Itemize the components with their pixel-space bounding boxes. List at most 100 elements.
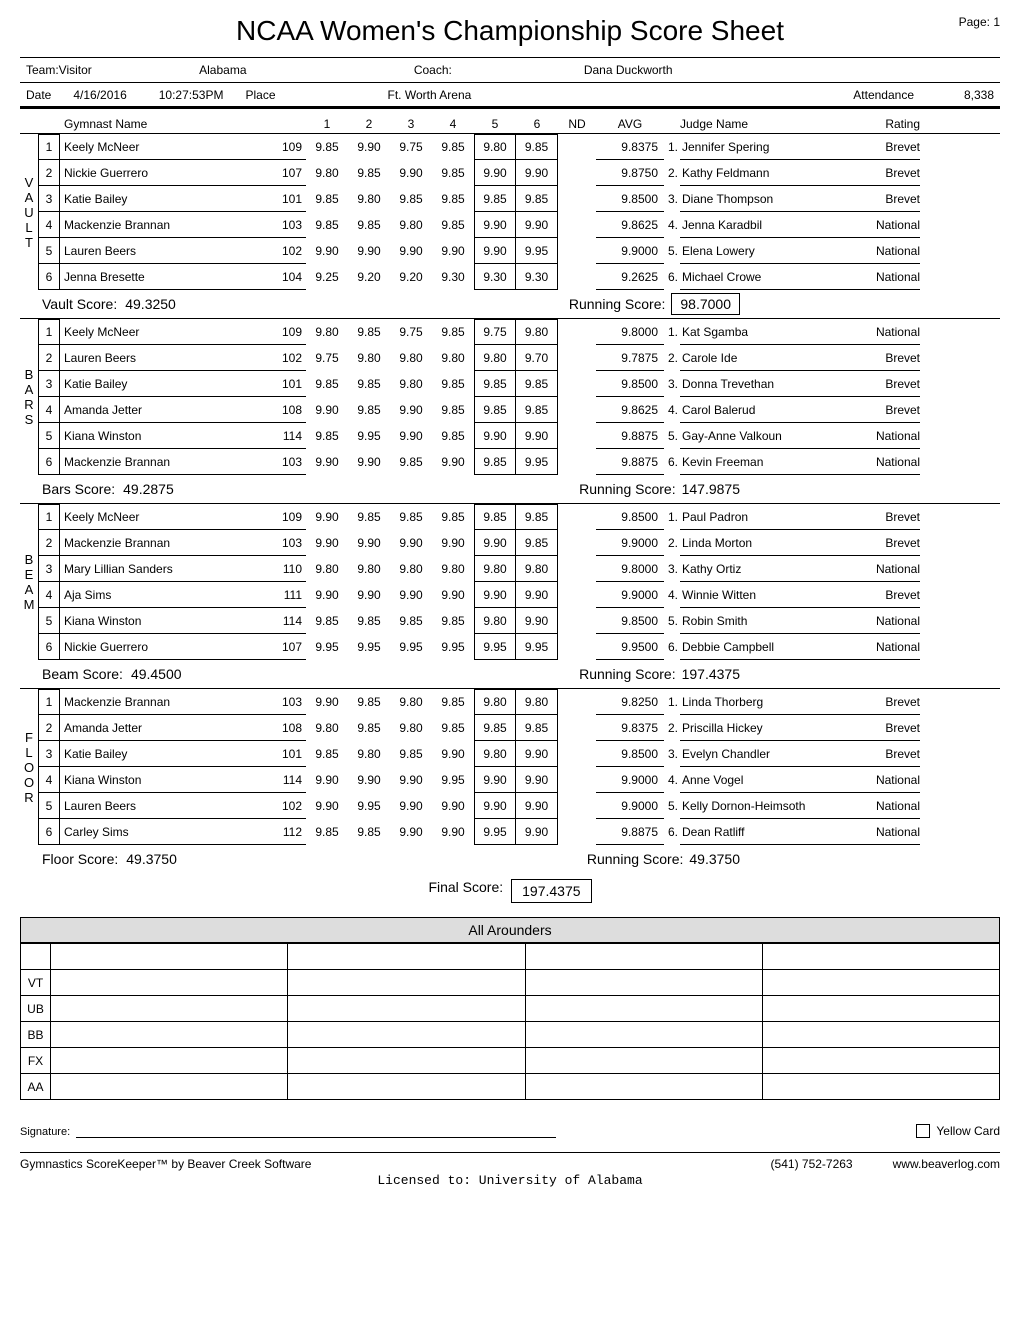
venue: Ft. Worth Arena xyxy=(382,88,478,102)
gymnast-bib: 102 xyxy=(260,345,306,371)
gymnast-name: Amanda Jetter xyxy=(60,397,260,423)
judge-name: Gay-Anne Valkoun xyxy=(680,423,840,449)
score-5: 9.80 xyxy=(474,689,516,715)
row-number: 4 xyxy=(38,212,60,238)
gymnast-row: 5 Kiana Winston 114 9.85 9.85 9.85 9.85 … xyxy=(38,608,1000,634)
yellow-card-checkbox[interactable] xyxy=(916,1124,930,1138)
gymnast-row: 3 Katie Bailey 101 9.85 9.80 9.85 9.90 9… xyxy=(38,741,1000,767)
score-5: 9.90 xyxy=(474,767,516,793)
score-2: 9.20 xyxy=(348,264,390,290)
event-block-beam: BEAM 1 Keely McNeer 109 9.90 9.85 9.85 9… xyxy=(20,503,1000,660)
aa-row: VT xyxy=(21,970,1000,996)
score-5: 9.80 xyxy=(474,741,516,767)
judge-name: Evelyn Chandler xyxy=(680,741,840,767)
score-nd xyxy=(558,608,596,634)
score-6: 9.85 xyxy=(516,715,558,741)
col-5: 5 xyxy=(474,117,516,131)
row-number: 2 xyxy=(38,160,60,186)
signature-line[interactable] xyxy=(76,1124,556,1138)
gymnast-bib: 112 xyxy=(260,819,306,845)
score-4: 9.85 xyxy=(432,319,474,345)
gymnast-row: 4 Mackenzie Brannan 103 9.85 9.85 9.80 9… xyxy=(38,212,1000,238)
row-number: 2 xyxy=(38,345,60,371)
score-1: 9.80 xyxy=(306,160,348,186)
score-2: 9.95 xyxy=(348,793,390,819)
gymnast-row: 5 Kiana Winston 114 9.85 9.95 9.90 9.85 … xyxy=(38,423,1000,449)
judge-rating: Brevet xyxy=(840,741,920,767)
score-2: 9.85 xyxy=(348,504,390,530)
gymnast-bib: 104 xyxy=(260,264,306,290)
score-1: 9.85 xyxy=(306,134,348,160)
aa-row-label: VT xyxy=(21,970,51,996)
score-6: 9.90 xyxy=(516,741,558,767)
score-6: 9.95 xyxy=(516,449,558,475)
gymnast-bib: 101 xyxy=(260,371,306,397)
judge-number: 6. xyxy=(664,264,680,290)
score-4: 9.85 xyxy=(432,160,474,186)
row-number: 1 xyxy=(38,319,60,345)
judge-number: 4. xyxy=(664,767,680,793)
score-avg: 9.8875 xyxy=(596,819,664,845)
date-value: 4/16/2016 xyxy=(67,88,132,102)
judge-number: 2. xyxy=(664,345,680,371)
running-score-value: 147.9875 xyxy=(682,481,740,497)
gymnast-name: Kiana Winston xyxy=(60,608,260,634)
score-nd xyxy=(558,238,596,264)
gymnast-bib: 107 xyxy=(260,634,306,660)
gymnast-row: 4 Aja Sims 111 9.90 9.90 9.90 9.90 9.90 … xyxy=(38,582,1000,608)
col-2: 2 xyxy=(348,117,390,131)
aa-row: BB xyxy=(21,1022,1000,1048)
score-6: 9.90 xyxy=(516,582,558,608)
score-5: 9.90 xyxy=(474,160,516,186)
score-6: 9.90 xyxy=(516,767,558,793)
column-headers: Gymnast Name 1 2 3 4 5 6 ND AVG Judge Na… xyxy=(20,109,1000,133)
gymnast-row: 2 Nickie Guerrero 107 9.80 9.85 9.90 9.8… xyxy=(38,160,1000,186)
judge-name: Carole Ide xyxy=(680,345,840,371)
score-4: 9.85 xyxy=(432,423,474,449)
team-name: Alabama xyxy=(98,63,348,77)
score-5: 9.90 xyxy=(474,423,516,449)
all-arounders-table: VTUBBBFXAA xyxy=(20,943,1000,1100)
gymnast-bib: 102 xyxy=(260,238,306,264)
row-number: 5 xyxy=(38,238,60,264)
score-nd xyxy=(558,160,596,186)
gymnast-name: Mary Lillian Sanders xyxy=(60,556,260,582)
score-2: 9.90 xyxy=(348,530,390,556)
row-number: 3 xyxy=(38,741,60,767)
judge-name: Jennifer Spering xyxy=(680,134,840,160)
gymnast-row: 6 Mackenzie Brannan 103 9.90 9.90 9.85 9… xyxy=(38,449,1000,475)
score-5: 9.80 xyxy=(474,556,516,582)
gymnast-name: Keely McNeer xyxy=(60,134,260,160)
score-2: 9.80 xyxy=(348,186,390,212)
row-number: 1 xyxy=(38,134,60,160)
score-nd xyxy=(558,715,596,741)
judge-rating: National xyxy=(840,449,920,475)
col-nd: ND xyxy=(558,117,596,131)
score-3: 9.80 xyxy=(390,371,432,397)
judge-rating: National xyxy=(840,264,920,290)
score-nd xyxy=(558,556,596,582)
footer-site: www.beaverlog.com xyxy=(893,1157,1000,1171)
judge-rating: National xyxy=(840,819,920,845)
score-3: 9.80 xyxy=(390,689,432,715)
score-5: 9.90 xyxy=(474,582,516,608)
event-score-value: 49.4500 xyxy=(131,666,182,682)
running-score-value: 197.4375 xyxy=(682,666,740,682)
score-5: 9.90 xyxy=(474,212,516,238)
judge-number: 5. xyxy=(664,423,680,449)
judge-name: Linda Morton xyxy=(680,530,840,556)
score-nd xyxy=(558,345,596,371)
gymnast-name: Katie Bailey xyxy=(60,741,260,767)
gymnast-bib: 111 xyxy=(260,582,306,608)
footer-software: Gymnastics ScoreKeeper™ by Beaver Creek … xyxy=(20,1157,311,1171)
score-nd xyxy=(558,767,596,793)
score-1: 9.90 xyxy=(306,238,348,264)
gymnast-row: 4 Kiana Winston 114 9.90 9.90 9.90 9.95 … xyxy=(38,767,1000,793)
judge-rating: Brevet xyxy=(840,530,920,556)
gymnast-name: Keely McNeer xyxy=(60,319,260,345)
running-score-label: Running Score: xyxy=(569,296,666,312)
gymnast-name: Keely McNeer xyxy=(60,504,260,530)
gymnast-bib: 101 xyxy=(260,186,306,212)
gymnast-row: 3 Mary Lillian Sanders 110 9.80 9.80 9.8… xyxy=(38,556,1000,582)
score-3: 9.75 xyxy=(390,134,432,160)
